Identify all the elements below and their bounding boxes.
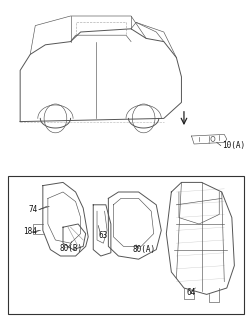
- Text: 10(A): 10(A): [222, 141, 245, 150]
- Text: 80(A): 80(A): [132, 245, 155, 254]
- Text: 80(B): 80(B): [59, 244, 82, 252]
- Text: 184: 184: [23, 228, 37, 236]
- Bar: [8, 176, 244, 314]
- Text: 74: 74: [29, 205, 38, 214]
- Text: 63: 63: [98, 231, 108, 240]
- Text: 64: 64: [186, 288, 196, 297]
